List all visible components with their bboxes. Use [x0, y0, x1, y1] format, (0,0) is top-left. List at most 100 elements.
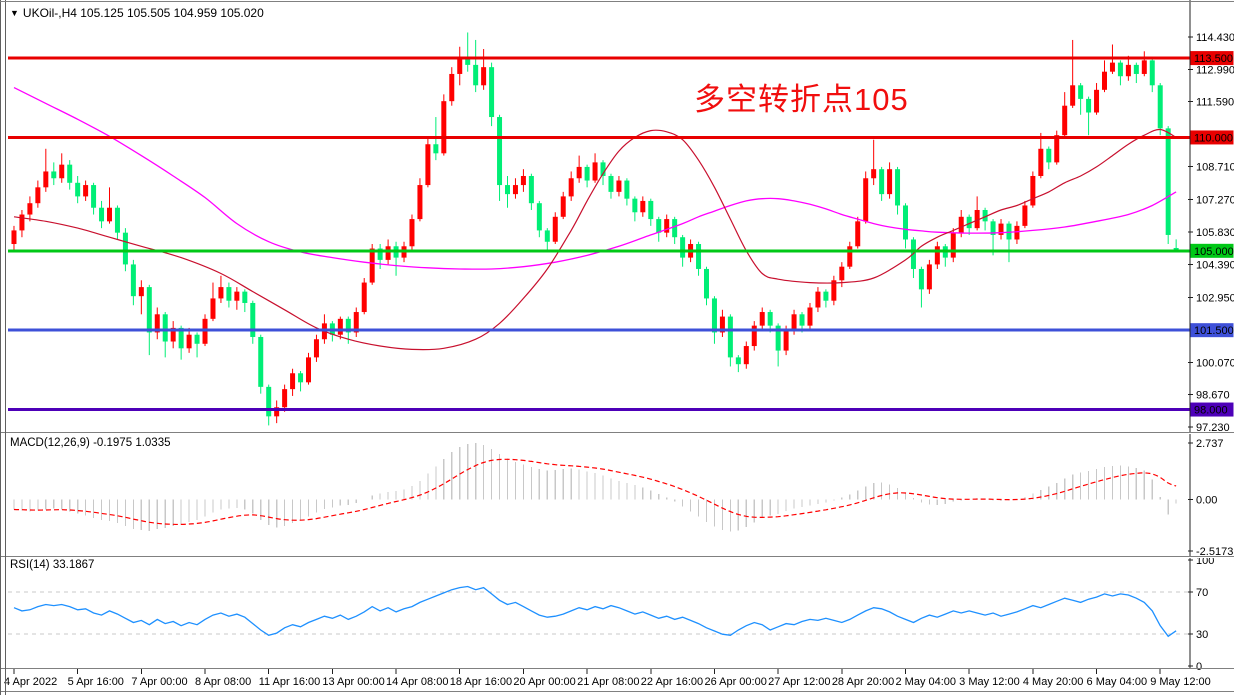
candle-body [950, 232, 956, 258]
axis-tick-label: 102.950 [1196, 292, 1234, 304]
candle-body [170, 327, 176, 342]
candle-body [624, 180, 630, 199]
candle-body [719, 316, 725, 333]
candle-body [51, 171, 57, 179]
candle-body [11, 230, 17, 245]
candle-body [815, 291, 821, 308]
price-tag-105.000 [1190, 243, 1234, 258]
candle-body [1141, 60, 1147, 74]
candle-body [242, 291, 248, 303]
candle-body [648, 200, 654, 220]
candle-body [361, 282, 367, 313]
candle-body [871, 169, 877, 179]
time-tick-label: 11 Apr 16:00 [259, 676, 321, 688]
candle-body [982, 210, 988, 222]
candle-body [114, 207, 120, 233]
candle-body [990, 221, 996, 235]
candle-body [194, 334, 200, 344]
candle-body [743, 346, 749, 365]
candle-body [895, 169, 901, 206]
candle-body [19, 214, 25, 231]
candle-body [791, 314, 797, 331]
macd-panel[interactable] [13, 443, 1177, 532]
candle-body [799, 314, 805, 326]
candle-body [560, 196, 566, 217]
candle-body [1030, 175, 1036, 206]
macd-value-signal: 1.0335 [135, 437, 171, 449]
candle-body [59, 164, 65, 179]
main-chart-panel[interactable] [8, 32, 1190, 426]
candle-body [512, 185, 518, 195]
candle-body [441, 101, 447, 154]
candle-body [1133, 64, 1139, 74]
candle-body [1078, 85, 1084, 99]
candle-body [433, 144, 439, 154]
time-tick-label: 4 Apr 2022 [4, 676, 57, 688]
chart-title-text: UKOil-,H4 105.125 105.505 104.959 105.02… [22, 6, 264, 20]
candle-body [839, 266, 845, 281]
candle-body [417, 185, 423, 220]
candle-body [146, 287, 152, 333]
candle-body [1086, 98, 1092, 113]
price-tag-110.000 [1190, 130, 1234, 145]
price-axis[interactable]: 114.430 112.990 111.590 108.710 107.270 105.8… [1188, 0, 1234, 673]
time-tick-label: 14 Apr 08:00 [386, 676, 448, 688]
chart-title: ▼ UKOil-,H4 105.125 105.505 104.959 105.0… [10, 6, 264, 20]
candle-body [122, 232, 128, 265]
time-tick-label: 18 Apr 16:00 [450, 676, 512, 688]
axis-tick-label: 111.590 [1196, 96, 1234, 108]
candle-body [250, 302, 256, 337]
rsi-panel[interactable] [8, 585, 1190, 638]
candle-body [75, 182, 81, 197]
candle-body [672, 219, 678, 238]
symbol-dropdown-icon[interactable]: ▼ [10, 8, 19, 18]
candle-body [353, 312, 359, 333]
candle-body [35, 187, 41, 204]
candle-body [656, 219, 662, 233]
axis-tick-label: 0 [1196, 661, 1202, 673]
candle-body [138, 287, 144, 297]
candle-body [473, 64, 479, 86]
candle-body [879, 169, 885, 195]
candle-body [568, 178, 574, 197]
candle-body [934, 246, 940, 265]
candle-body [505, 185, 510, 195]
candle-body [465, 58, 471, 65]
axis-tick-label: 0.00 [1196, 494, 1217, 506]
annotation-text[interactable]: 多空转折点105 [694, 82, 909, 117]
time-axis[interactable]: 4 Apr 2022 5 Apr 16:00 7 Apr 00:00 8 Apr 08… [4, 669, 1211, 688]
time-tick-label: 9 May 12:00 [1150, 676, 1211, 688]
candle-body [903, 205, 908, 240]
candle-body [1157, 85, 1163, 129]
candle-body [154, 314, 160, 333]
candle-body [306, 357, 311, 383]
candle-body [974, 210, 980, 229]
candle-body [337, 318, 343, 335]
axis-tick-label: 114.430 [1196, 32, 1234, 44]
price-tag-label: 105.000 [1194, 246, 1234, 258]
time-tick-label: 6 May 04:00 [1087, 676, 1148, 688]
ma-slow-line [13, 87, 1177, 270]
time-tick-label: 4 May 20:00 [1023, 676, 1084, 688]
moving-averages-group [13, 87, 1177, 351]
time-tick-label: 5 Apr 16:00 [68, 676, 124, 688]
candle-body [377, 248, 383, 260]
horizontal-lines-group[interactable] [8, 56, 1190, 412]
axis-tick-label: 2.737 [1196, 438, 1224, 450]
candle-body [1006, 223, 1012, 240]
candle-body [99, 207, 105, 222]
candle-body [313, 339, 319, 358]
candle-body [696, 244, 702, 269]
axis-tick-label: 97.230 [1196, 422, 1230, 434]
macd-label: MACD(12,26,9) [10, 437, 90, 449]
candle-body [266, 386, 272, 417]
candle-body [1165, 128, 1171, 235]
candle-body [536, 203, 542, 231]
axis-tick-label: 98.670 [1196, 389, 1230, 401]
candle-body [616, 180, 622, 192]
candle-body [1062, 105, 1068, 136]
candle-body [1022, 205, 1028, 226]
time-tick-label: 2 May 04:00 [896, 676, 957, 688]
